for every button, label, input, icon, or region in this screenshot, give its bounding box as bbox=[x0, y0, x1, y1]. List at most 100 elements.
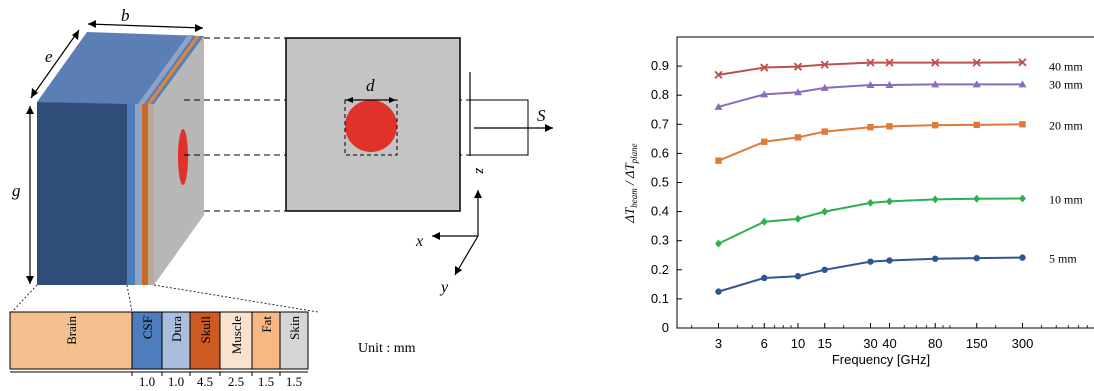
chart: 0 0.1 0.2 0.3 0.4 0.5 0.6 0.7 0.8 0.9 3 6 10 15 30 40 8… bbox=[622, 36, 1094, 367]
block-top-stripe-light bbox=[138, 35, 194, 104]
data-point-10-mm bbox=[973, 194, 981, 203]
y-tick-label: 0 bbox=[662, 320, 669, 335]
layer-box-skull bbox=[189, 311, 221, 370]
data-point-10-mm bbox=[885, 197, 893, 206]
data-point-20-mm bbox=[973, 121, 980, 129]
y-tick-label: 0.9 bbox=[651, 58, 669, 73]
series-label-20-mm: 20 mm bbox=[1049, 118, 1083, 132]
data-point-5-mm bbox=[821, 266, 828, 273]
layer-label-brain: Brain bbox=[64, 316, 79, 345]
layer-label-csf: CSF bbox=[140, 316, 155, 339]
data-point-30-mm bbox=[972, 80, 981, 88]
x-tick-label: 15 bbox=[817, 336, 831, 351]
layer-thickness-muscle: 2.5 bbox=[228, 374, 244, 389]
data-point-30-mm bbox=[760, 90, 769, 98]
data-point-40-mm bbox=[931, 58, 940, 67]
data-point-30-mm bbox=[714, 102, 723, 110]
data-point-40-mm bbox=[714, 70, 723, 79]
data-point-40-mm bbox=[760, 63, 769, 72]
cross-section: d bbox=[285, 37, 461, 212]
series-label-5-mm: 5 mm bbox=[1049, 252, 1077, 266]
layer-label-muscle: Muscle bbox=[229, 316, 244, 355]
axis-z-label: z bbox=[472, 167, 488, 174]
y-tick-label: 0.7 bbox=[651, 116, 669, 131]
data-point-20-mm bbox=[1019, 121, 1026, 128]
layer-label-skin: Skin bbox=[287, 316, 302, 340]
layer-box-dura bbox=[161, 311, 191, 370]
layer-breakdown: Brain CSF 1.0 Dura 1.0 Skull 4.5 Muscle 2.5 Fat 1.… bbox=[9, 284, 416, 389]
data-point-40-mm bbox=[885, 58, 894, 67]
data-point-20-mm bbox=[761, 138, 768, 145]
layer-label-skull: Skull bbox=[198, 316, 213, 344]
axis-y-label: y bbox=[439, 279, 449, 296]
data-point-30-mm bbox=[793, 88, 802, 96]
dim-g-label: g bbox=[12, 181, 21, 200]
layer-thickness-skull: 4.5 bbox=[197, 374, 213, 389]
data-point-40-mm bbox=[972, 58, 981, 67]
block-top-stripe-orange bbox=[146, 36, 200, 105]
data-point-40-mm bbox=[793, 62, 803, 71]
data-point-30-mm bbox=[820, 83, 829, 91]
layer-box-muscle bbox=[219, 311, 253, 370]
data-point-10-mm bbox=[1018, 194, 1026, 203]
data-point-5-mm bbox=[867, 258, 874, 265]
data-point-5-mm bbox=[886, 257, 893, 264]
data-point-40-mm bbox=[1018, 58, 1027, 67]
beam-spot-box bbox=[344, 99, 398, 156]
block-front-muscle bbox=[148, 104, 154, 285]
data-point-5-mm bbox=[973, 254, 980, 262]
layer-thickness-skin: 1.5 bbox=[286, 374, 302, 389]
source-axes: S z x y bbox=[415, 72, 553, 296]
data-point-30-mm bbox=[885, 81, 894, 89]
data-point-30-mm bbox=[866, 81, 875, 89]
y-axis-title: ΔTbeam / ΔTplane bbox=[622, 143, 639, 223]
y-tick-label: 0.6 bbox=[651, 145, 669, 160]
dim-b-label: b bbox=[121, 6, 130, 25]
data-point-20-mm bbox=[886, 123, 893, 130]
dim-S-label: S bbox=[537, 106, 546, 125]
unit-label: Unit : mm bbox=[358, 341, 416, 356]
x-axis-title: Frequency [GHz] bbox=[832, 352, 930, 367]
series-label-10-mm: 10 mm bbox=[1049, 193, 1083, 207]
layer-box-brain bbox=[9, 311, 133, 370]
data-point-20-mm bbox=[867, 124, 874, 131]
tissue-block: b e g bbox=[12, 6, 204, 285]
x-tick-label: 40 bbox=[882, 336, 896, 351]
x-tick-label: 6 bbox=[761, 336, 768, 351]
data-point-40-mm bbox=[820, 60, 829, 69]
data-point-10-mm bbox=[714, 239, 722, 248]
x-tick-label: 300 bbox=[1012, 336, 1034, 351]
dim-e-label: e bbox=[45, 47, 53, 66]
y-tick-label: 0.1 bbox=[651, 291, 669, 306]
layer-thickness-csf: 1.0 bbox=[139, 374, 155, 389]
axis-x-label: x bbox=[415, 233, 423, 250]
block-front-skull bbox=[142, 104, 148, 285]
block-front-dura bbox=[135, 104, 142, 285]
data-point-40-mm bbox=[866, 58, 875, 67]
data-point-20-mm bbox=[794, 134, 802, 141]
x-tick-label: 3 bbox=[715, 336, 722, 351]
y-tick-label: 0.2 bbox=[651, 262, 669, 277]
x-tick-label: 150 bbox=[966, 336, 988, 351]
layer-label-dura: Dura bbox=[169, 316, 184, 342]
x-tick-label: 80 bbox=[928, 336, 942, 351]
block-front-csf bbox=[127, 104, 135, 285]
x-tick-label: 30 bbox=[863, 336, 877, 351]
data-point-10-mm bbox=[931, 195, 939, 204]
data-point-10-mm bbox=[866, 198, 874, 207]
series-label-40-mm: 40 mm bbox=[1049, 59, 1083, 73]
beam-spot-front bbox=[345, 100, 397, 152]
data-point-10-mm bbox=[760, 217, 768, 226]
layer-box-csf bbox=[131, 311, 163, 370]
y-tick-label: 0.4 bbox=[651, 204, 669, 219]
data-point-5-mm bbox=[761, 274, 768, 282]
layer-label-fat: Fat bbox=[259, 316, 274, 333]
series-label-30-mm: 30 mm bbox=[1049, 77, 1083, 91]
data-point-10-mm bbox=[794, 214, 802, 223]
layer-box-fat bbox=[251, 311, 281, 370]
data-point-5-mm bbox=[1019, 254, 1026, 261]
x-tick-label: 10 bbox=[791, 336, 805, 351]
layer-box-skin bbox=[279, 311, 309, 370]
data-point-30-mm bbox=[931, 80, 940, 88]
data-point-5-mm bbox=[794, 273, 802, 280]
